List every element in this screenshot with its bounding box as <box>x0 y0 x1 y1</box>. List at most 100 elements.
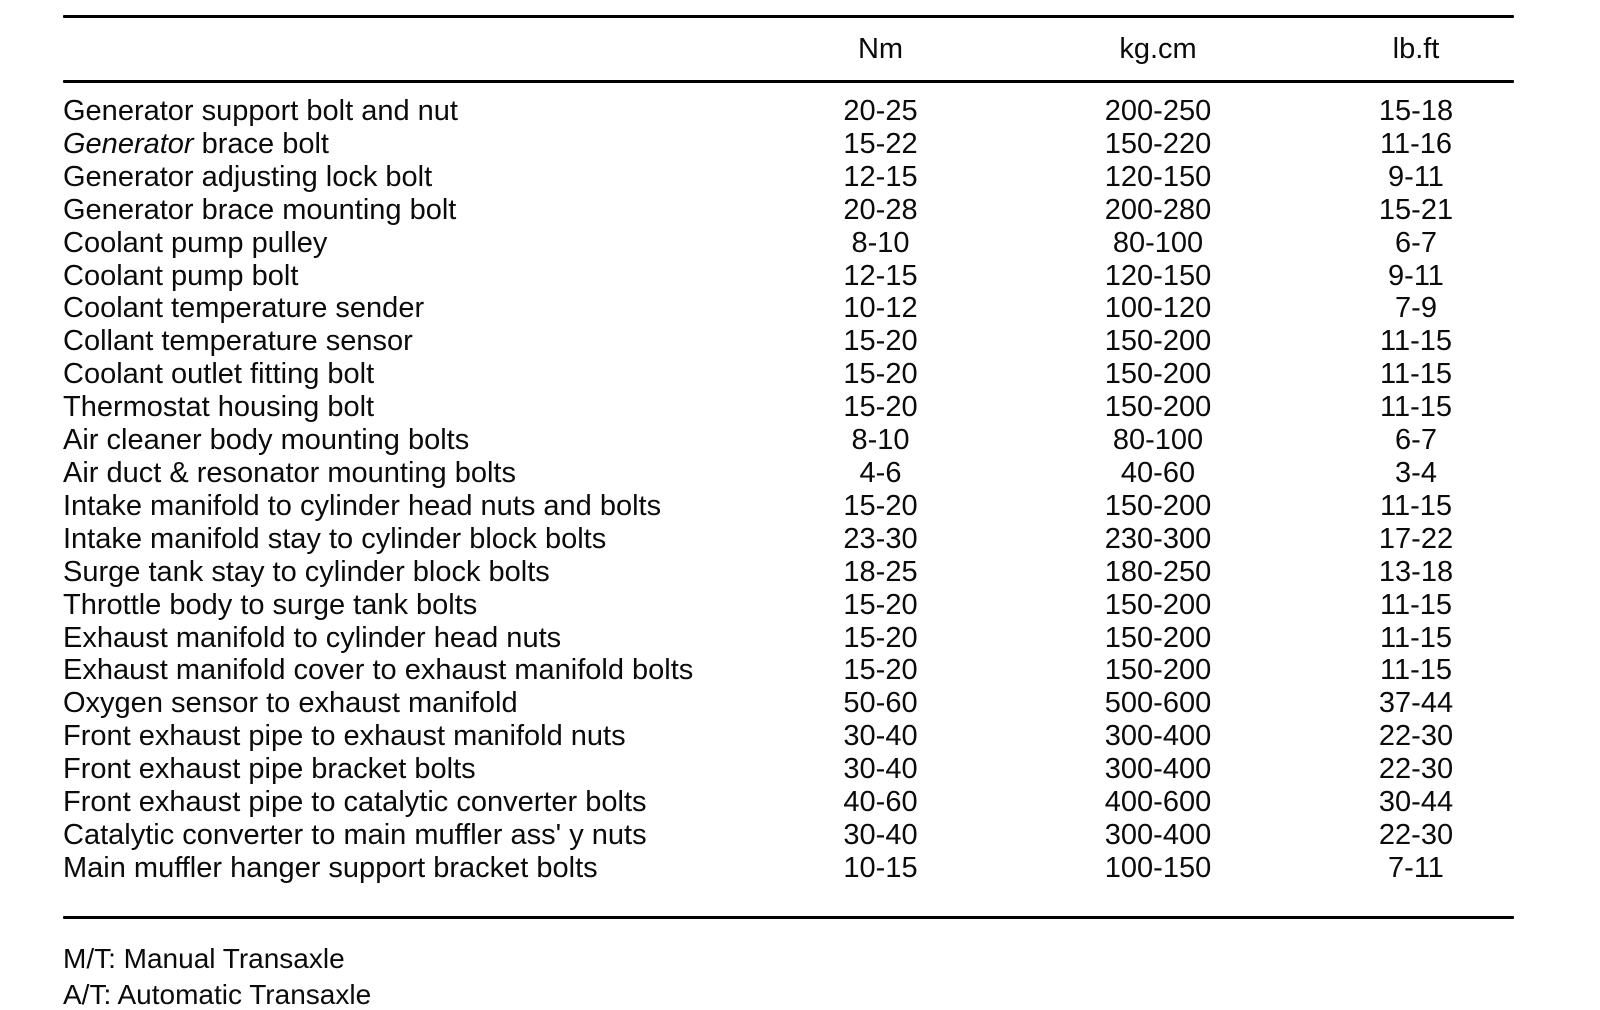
nm-value: 12-15 <box>843 160 918 193</box>
kgcm-value: 150-200 <box>1104 391 1212 424</box>
row-label: Coolant pump pulley <box>63 226 328 259</box>
row-label: Air duct & resonator mounting bolts <box>63 456 516 489</box>
lbft-value: 11-15 <box>1379 621 1453 654</box>
kgcm-value: 150-200 <box>1104 489 1212 522</box>
table-row: Front exhaust pipe to exhaust manifold n… <box>63 720 1514 753</box>
lbft-value: 11-15 <box>1379 358 1453 391</box>
row-label: Generator support bolt and nut <box>63 95 458 127</box>
nm-value: 4-6 <box>859 456 902 489</box>
nm-value: 18-25 <box>843 555 918 588</box>
nm-value: 15-20 <box>843 654 918 687</box>
nm-value: 30-40 <box>843 720 918 753</box>
table-row: Generator brace mounting bolt 20-28 200-28… <box>63 194 1514 227</box>
nm-value: 12-15 <box>843 259 918 292</box>
nm-value: 30-40 <box>843 753 918 786</box>
lbft-value: 17-22 <box>1378 522 1454 555</box>
table-row: Air cleaner body mounting bolts 8-10 80-10… <box>63 424 1514 457</box>
row-label: Main muffler hanger support bracket bolt… <box>63 851 598 884</box>
table-row: Coolant pump bolt 12-15 120-150 9-11 <box>63 260 1514 293</box>
lbft-value: 9-11 <box>1388 259 1444 292</box>
nm-value: 10-12 <box>843 292 918 325</box>
kgcm-value: 230-300 <box>1104 522 1212 555</box>
lbft-value: 13-18 <box>1378 555 1454 588</box>
lbft-value: 11-15 <box>1379 325 1453 358</box>
nm-value: 15-20 <box>843 358 918 391</box>
kgcm-value: 150-200 <box>1104 588 1212 621</box>
kgcm-value: 100-120 <box>1104 292 1212 325</box>
lbft-value: 7-9 <box>1395 292 1437 325</box>
row-label: Front exhaust pipe to exhaust manifold n… <box>63 720 626 753</box>
table-area: Nm kg.cm lb.ft Generator support bolt an… <box>63 0 1514 1010</box>
nm-value: 8-10 <box>851 226 910 259</box>
table-row: Intake manifold stay to cylinder block b… <box>63 523 1514 556</box>
nm-value: 20-28 <box>843 193 918 226</box>
row-label: Catalytic converter to main muffler ass'… <box>63 818 647 851</box>
lbft-value: 22-30 <box>1378 720 1454 753</box>
column-header-nm: Nm <box>857 32 904 65</box>
nm-value: 15-20 <box>843 621 918 654</box>
lbft-value: 30-44 <box>1378 786 1454 819</box>
lbft-value: 7-11 <box>1388 851 1444 884</box>
row-label: Oxygen sensor to exhaust manifold <box>63 687 518 720</box>
nm-value: 15-20 <box>843 391 918 424</box>
table-row: Thermostat housing bolt 15-20 150-200 11-15 <box>63 391 1514 424</box>
kgcm-value: 80-100 <box>1112 424 1204 457</box>
nm-value: 15-20 <box>843 325 918 358</box>
lbft-value: 11-16 <box>1379 127 1453 160</box>
lbft-value: 9-11 <box>1388 160 1444 193</box>
kgcm-value: 200-280 <box>1104 193 1212 226</box>
nm-value: 15-20 <box>843 588 918 621</box>
kgcm-value: 300-400 <box>1104 818 1212 851</box>
table-row: Main muffler hanger support bracket bolt… <box>63 852 1514 885</box>
table-row: Throttle body to surge tank bolts 15-20 15… <box>63 589 1514 622</box>
nm-value: 30-40 <box>843 818 918 851</box>
table-row: Air duct & resonator mounting bolts 4-6 40… <box>63 457 1514 490</box>
kgcm-value: 200-250 <box>1104 95 1212 127</box>
table-body: Generator support bolt and nut 20-25 200-2… <box>63 83 1514 885</box>
row-label: Collant temperature sensor <box>63 325 413 358</box>
table-row: Surge tank stay to cylinder block bolts 1… <box>63 556 1514 589</box>
table-row: Generator brace bolt 15-22 150-220 11-16 <box>63 128 1514 161</box>
table-row: Generator adjusting lock bolt 12-15 120-15… <box>63 161 1514 194</box>
table-row: Collant temperature sensor 15-20 150-200 11… <box>63 325 1514 358</box>
table-row: Intake manifold to cylinder head nuts an… <box>63 490 1514 523</box>
kgcm-value: 150-220 <box>1104 127 1212 160</box>
row-label: Generator brace mounting bolt <box>63 193 457 226</box>
row-label: Coolant outlet fitting bolt <box>63 358 375 391</box>
row-label: Surge tank stay to cylinder block bolts <box>63 555 550 588</box>
nm-value: 23-30 <box>843 522 918 555</box>
table-header-row: Nm kg.cm lb.ft <box>63 18 1514 80</box>
row-label: Coolant pump bolt <box>63 259 299 292</box>
nm-value: 10-15 <box>843 851 918 884</box>
lbft-value: 11-15 <box>1379 654 1453 687</box>
table-row: Coolant outlet fitting bolt 15-20 150-200 1… <box>63 358 1514 391</box>
footnotes: M/T: Manual Transaxle A/T: Automatic Tra… <box>63 941 1514 1010</box>
lbft-value: 37-44 <box>1378 687 1454 720</box>
table-row: Front exhaust pipe to catalytic converte… <box>63 786 1514 819</box>
nm-value: 15-22 <box>843 127 918 160</box>
footnote-mt: M/T: Manual Transaxle <box>63 942 345 974</box>
row-label: Intake manifold stay to cylinder block b… <box>63 522 607 555</box>
kgcm-value: 150-200 <box>1104 621 1212 654</box>
row-label: Thermostat housing bolt <box>63 391 375 424</box>
nm-value: 8-10 <box>851 424 910 457</box>
kgcm-value: 150-200 <box>1104 325 1212 358</box>
kgcm-value: 120-150 <box>1104 160 1212 193</box>
table-row: Generator support bolt and nut 20-25 200-2… <box>63 95 1514 128</box>
lbft-value: 6-7 <box>1395 424 1437 457</box>
nm-value: 40-60 <box>843 786 918 819</box>
nm-value: 15-20 <box>843 489 918 522</box>
kgcm-value: 500-600 <box>1104 687 1212 720</box>
column-header-lbft: lb.ft <box>1392 32 1440 65</box>
nm-value: 20-25 <box>843 95 918 127</box>
row-label: Exhaust manifold cover to exhaust manifo… <box>63 654 694 687</box>
kgcm-value: 150-200 <box>1104 358 1212 391</box>
column-header-kgcm: kg.cm <box>1119 32 1197 65</box>
lbft-value: 22-30 <box>1378 753 1454 786</box>
kgcm-value: 180-250 <box>1104 555 1212 588</box>
row-label: Exhaust manifold to cylinder head nuts <box>63 621 562 654</box>
row-label: Front exhaust pipe to catalytic converte… <box>63 786 647 819</box>
table-row: Coolant temperature sender 10-12 100-120 7-… <box>63 292 1514 325</box>
table-row: Exhaust manifold to cylinder head nuts 15… <box>63 622 1514 655</box>
row-label: Front exhaust pipe bracket bolts <box>63 753 476 786</box>
